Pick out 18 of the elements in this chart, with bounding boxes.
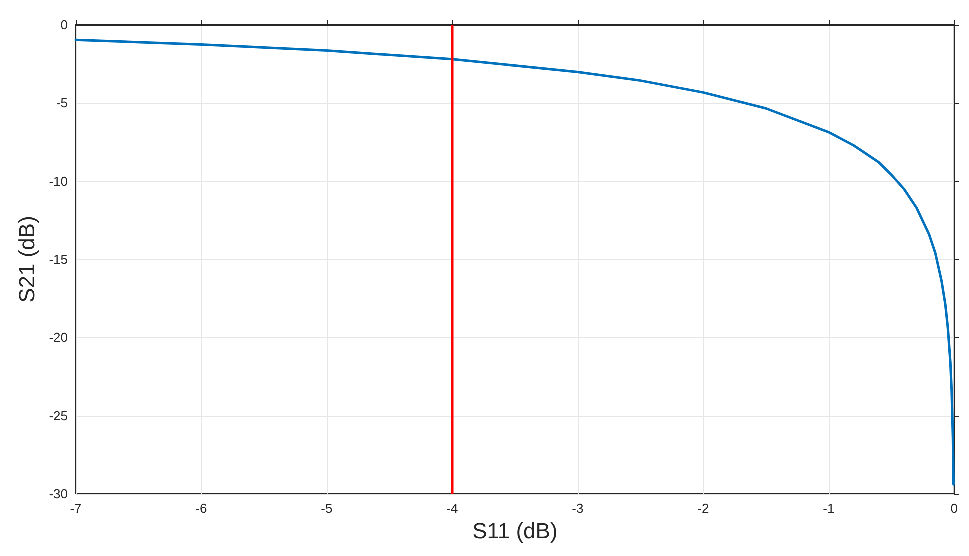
line-series — [74, 38, 956, 486]
x-axis-title: S11 (dB) — [472, 518, 558, 544]
x-tick-label: -6 — [196, 501, 208, 516]
x-tick-label: -2 — [698, 501, 710, 516]
y-tick-label: -15 — [49, 252, 68, 267]
x-tick-label: -5 — [321, 501, 333, 516]
y-tick-label: 0 — [60, 18, 68, 32]
y-tick-label: -30 — [49, 486, 68, 502]
y-tick-label: -25 — [49, 408, 68, 424]
x-tick-label: -1 — [823, 501, 835, 516]
x-tick-label: -7 — [70, 501, 82, 516]
y-tick-label: -5 — [56, 96, 68, 111]
x-tick-label: 0 — [950, 501, 958, 516]
y-axis-title: S21 (dB) — [14, 216, 40, 303]
y-tick-label: -10 — [49, 174, 68, 189]
x-tick-label: -3 — [572, 501, 584, 516]
x-tick-label: -4 — [446, 501, 458, 516]
y-tick-label: -20 — [49, 330, 68, 346]
